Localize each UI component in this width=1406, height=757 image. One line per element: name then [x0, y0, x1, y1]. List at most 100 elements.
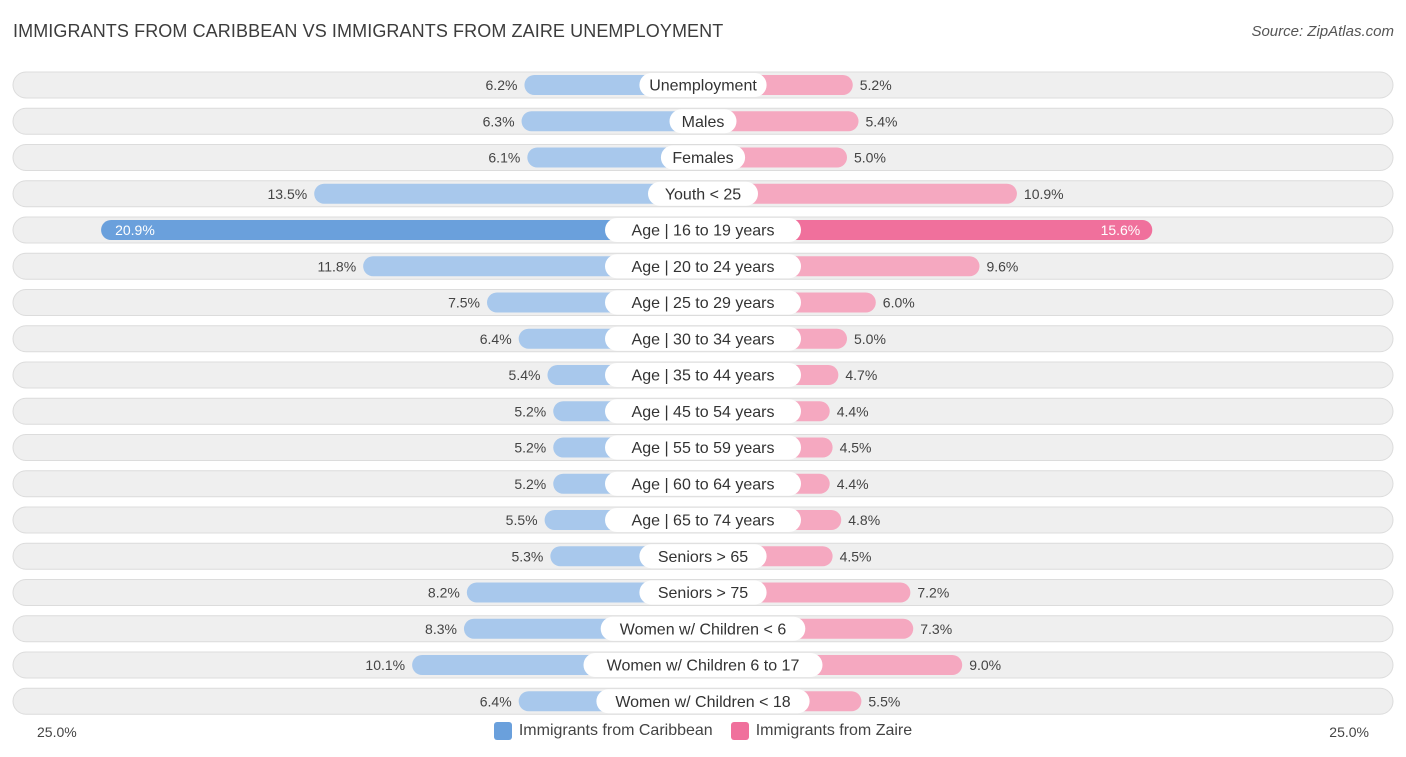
- legend-item-zaire[interactable]: Immigrants from Zaire: [730, 722, 913, 740]
- value-label-zaire: 7.3%: [920, 621, 952, 637]
- category-label-background: [648, 181, 758, 206]
- value-label-zaire: 5.5%: [868, 693, 900, 709]
- value-label-caribbean: 20.9%: [115, 222, 155, 238]
- category-label: Youth < 25: [665, 186, 741, 203]
- row-13: 5.3% 4.5% Seniors > 65: [12, 542, 1394, 570]
- value-label-caribbean: 6.3%: [483, 113, 515, 129]
- bar-zaire[interactable]: [703, 220, 1153, 240]
- category-label-background: [583, 653, 823, 677]
- category-label: Age | 65 to 74 years: [632, 513, 775, 530]
- category-label: Seniors > 75: [658, 585, 748, 602]
- category-label: Seniors > 65: [658, 549, 748, 566]
- category-label: Women w/ Children 6 to 17: [607, 658, 800, 675]
- category-label-background: [605, 363, 801, 387]
- row-9: 5.2% 4.4% Age | 45 to 54 years: [12, 397, 1394, 425]
- row-1: 6.3% 5.4% Males: [12, 107, 1394, 135]
- row-17: 6.4% 5.5% Women w/ Children < 18: [12, 687, 1394, 715]
- value-label-zaire: 4.7%: [845, 367, 877, 383]
- bar-caribbean[interactable]: [314, 183, 703, 204]
- source-label: Source: ZipAtlas.com: [1251, 23, 1394, 40]
- value-label-zaire: 4.5%: [840, 440, 872, 456]
- category-label-background: [605, 218, 801, 242]
- bar-caribbean[interactable]: [521, 111, 703, 132]
- category-label: Age | 45 to 54 years: [632, 404, 775, 421]
- value-label-zaire: 4.5%: [840, 548, 872, 564]
- category-label-background: [605, 471, 801, 496]
- category-label-background: [605, 435, 801, 460]
- value-label-zaire: 5.2%: [860, 77, 892, 93]
- axis-right-label: 25.0%: [1329, 724, 1369, 740]
- value-label-caribbean: 8.2%: [428, 585, 460, 601]
- category-label-background: [605, 399, 801, 424]
- legend-swatch-caribbean: [493, 722, 512, 740]
- bar-caribbean[interactable]: [101, 220, 703, 240]
- category-label-background: [660, 145, 746, 170]
- value-label-zaire: 4.4%: [837, 403, 869, 419]
- axis-left-label: 25.0%: [37, 724, 77, 740]
- legend: Immigrants from Caribbean Immigrants fro…: [0, 722, 1406, 740]
- value-label-zaire: 5.0%: [854, 331, 886, 347]
- value-label-zaire: 5.0%: [854, 150, 886, 166]
- category-label-background: [596, 689, 810, 714]
- row-4: 20.9% 15.6% Age | 16 to 19 years: [12, 216, 1394, 244]
- category-label-background: [639, 544, 767, 569]
- value-label-caribbean: 5.2%: [514, 476, 546, 492]
- category-label-background: [605, 326, 801, 351]
- value-label-zaire: 7.2%: [917, 585, 949, 601]
- bar-caribbean[interactable]: [527, 147, 703, 168]
- value-label-caribbean: 8.3%: [425, 621, 457, 637]
- category-label: Unemployment: [649, 78, 757, 95]
- category-label-background: [605, 508, 801, 532]
- category-label: Age | 55 to 59 years: [632, 440, 775, 457]
- value-label-caribbean: 6.2%: [486, 77, 518, 93]
- legend-label-caribbean: Immigrants from Caribbean: [518, 722, 713, 739]
- category-label-background: [605, 254, 801, 279]
- category-label-background: [639, 73, 767, 97]
- row-16: 10.1% 9.0% Women w/ Children 6 to 17: [12, 651, 1394, 679]
- chart-area: 6.2% 5.2% Unemployment 6.3% 5.4% Males 6.1% 5.0…: [12, 71, 1394, 715]
- category-label: Women w/ Children < 18: [615, 694, 790, 711]
- row-12: 5.5% 4.8% Age | 65 to 74 years: [12, 506, 1394, 534]
- value-label-caribbean: 11.8%: [317, 258, 356, 274]
- value-label-zaire: 9.6%: [986, 258, 1018, 274]
- value-label-zaire: 15.6%: [1101, 222, 1141, 238]
- value-label-caribbean: 5.2%: [514, 403, 546, 419]
- row-7: 6.4% 5.0% Age | 30 to 34 years: [12, 325, 1394, 353]
- row-0: 6.2% 5.2% Unemployment: [12, 71, 1394, 99]
- value-label-caribbean: 6.4%: [480, 693, 512, 709]
- value-label-caribbean: 7.5%: [448, 295, 480, 311]
- row-14: 8.2% 7.2% Seniors > 75: [12, 579, 1394, 606]
- value-label-zaire: 5.4%: [866, 113, 898, 129]
- value-label-caribbean: 5.3%: [511, 548, 543, 564]
- value-label-caribbean: 5.4%: [509, 367, 541, 383]
- category-label: Age | 16 to 19 years: [632, 223, 775, 240]
- value-label-zaire: 4.8%: [848, 512, 880, 528]
- category-label: Age | 30 to 34 years: [632, 331, 775, 348]
- row-2: 6.1% 5.0% Females: [12, 144, 1394, 171]
- value-label-caribbean: 13.5%: [267, 186, 307, 202]
- category-label-background: [639, 580, 767, 605]
- value-label-caribbean: 10.1%: [365, 657, 405, 673]
- row-3: 13.5% 10.9% Youth < 25: [12, 180, 1394, 208]
- value-label-caribbean: 5.2%: [514, 440, 546, 456]
- bar-zaire[interactable]: [703, 111, 859, 132]
- category-label: Females: [672, 150, 733, 167]
- row-15: 8.3% 7.3% Women w/ Children < 6: [12, 615, 1394, 643]
- legend-swatch-zaire: [730, 722, 749, 740]
- legend-item-caribbean[interactable]: Immigrants from Caribbean: [493, 722, 713, 740]
- row-11: 5.2% 4.4% Age | 60 to 64 years: [12, 470, 1394, 498]
- category-label: Males: [682, 114, 725, 131]
- category-label: Age | 60 to 64 years: [632, 476, 775, 493]
- category-label-background: [605, 290, 801, 315]
- value-label-zaire: 10.9%: [1024, 186, 1064, 202]
- bar-zaire[interactable]: [703, 183, 1017, 204]
- value-label-caribbean: 6.4%: [480, 331, 512, 347]
- row-5: 11.8% 9.6% Age | 20 to 24 years: [12, 252, 1394, 280]
- legend-label-zaire: Immigrants from Zaire: [755, 722, 913, 739]
- row-8: 5.4% 4.7% Age | 35 to 44 years: [12, 361, 1394, 389]
- category-label: Age | 25 to 29 years: [632, 295, 775, 312]
- category-label: Age | 35 to 44 years: [632, 368, 775, 385]
- category-label-background: [669, 109, 737, 134]
- value-label-zaire: 4.4%: [837, 476, 869, 492]
- row-6: 7.5% 6.0% Age | 25 to 29 years: [12, 289, 1394, 316]
